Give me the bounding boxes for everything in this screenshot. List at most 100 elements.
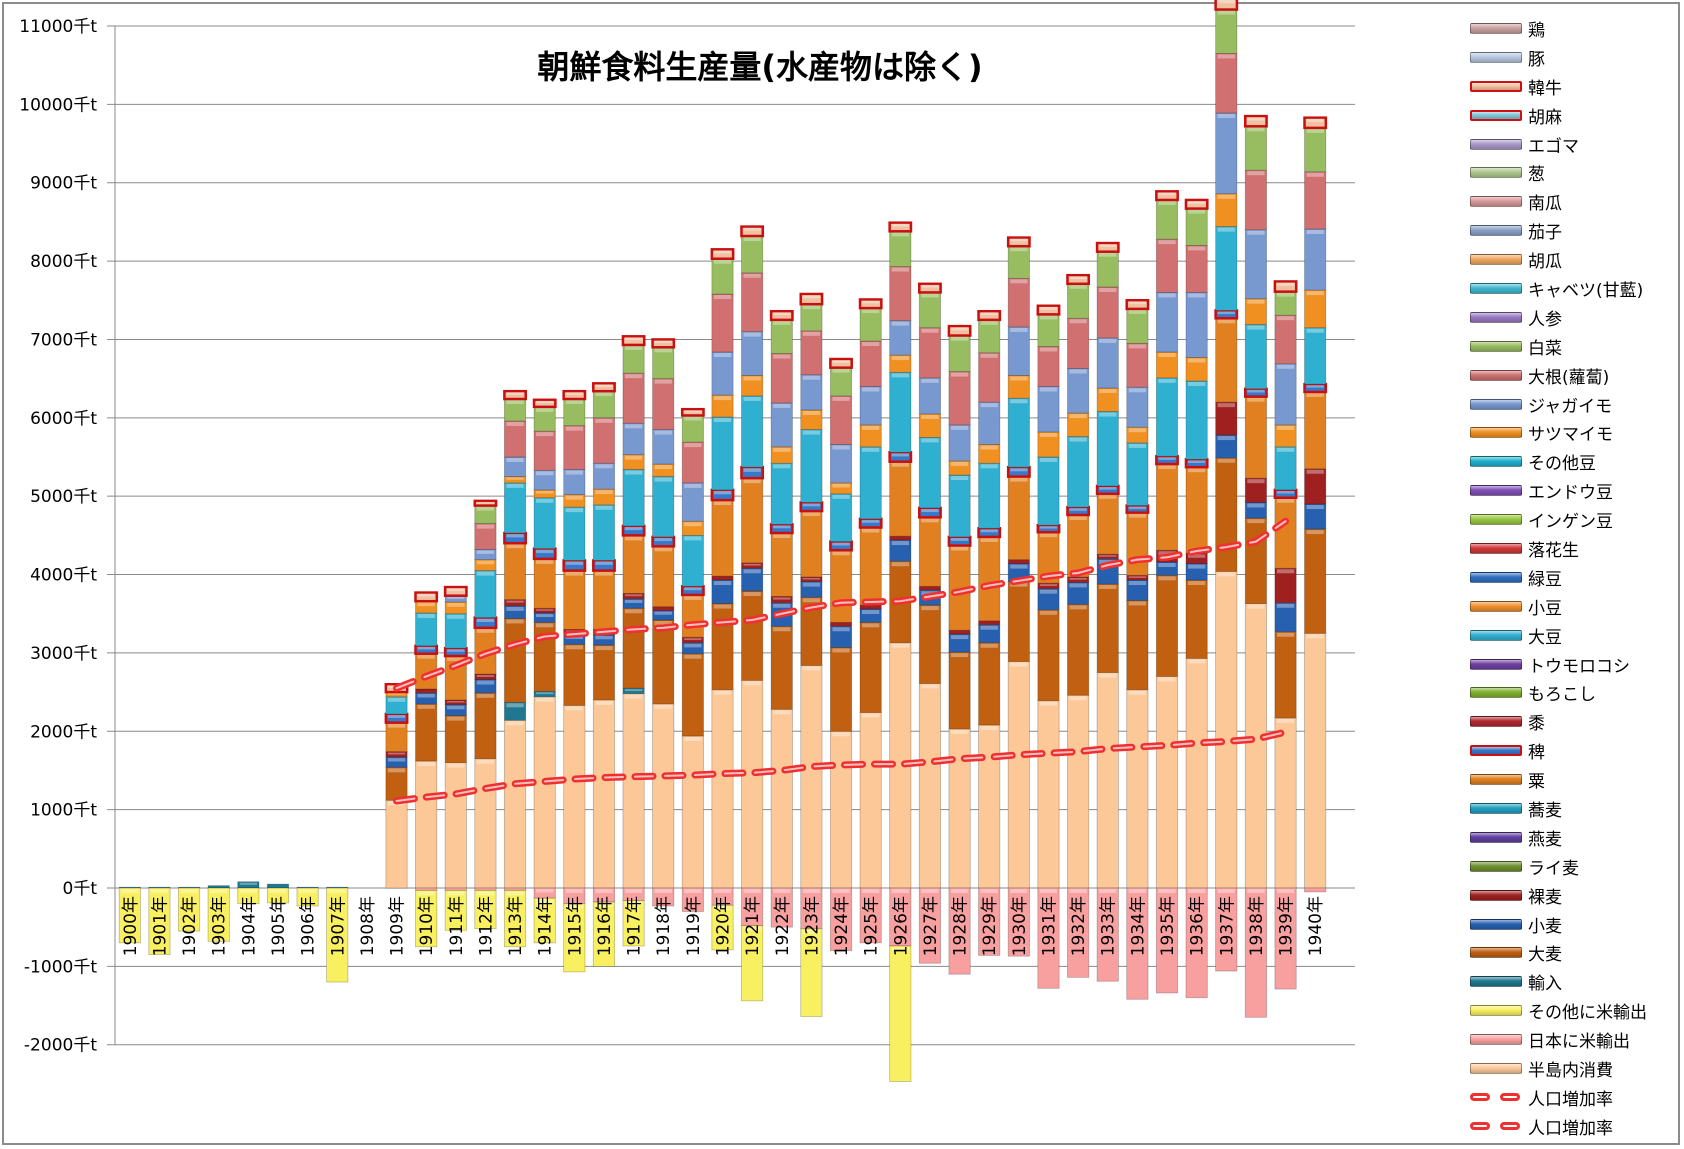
negative-bar-segment-highlight: [891, 889, 909, 893]
bar-segment-highlight: [980, 625, 998, 630]
bar-segment-highlight: [1158, 551, 1176, 556]
bar-segment-highlight: [565, 495, 583, 500]
x-tick-label: 1930年: [1010, 896, 1030, 956]
bar-segment: [681, 636, 704, 644]
bar-segment-highlight: [773, 603, 791, 608]
bar-segment: [889, 535, 912, 541]
bar-segment-highlight: [476, 501, 495, 504]
bar-segment-highlight: [565, 561, 583, 565]
bar-segment-highlight: [950, 635, 969, 640]
bar-segment: [1126, 600, 1149, 691]
bar-segment-highlight: [743, 376, 761, 381]
bar-segment: [532, 398, 557, 409]
bar-segment-highlight: [417, 693, 435, 698]
bar-segment-highlight: [1306, 118, 1324, 123]
bar-segment-highlight: [713, 352, 732, 357]
bar-segment-highlight: [1276, 632, 1295, 637]
negative-bar-segment-highlight: [1247, 889, 1265, 893]
bar-segment: [443, 585, 468, 597]
bar-segment-highlight: [417, 704, 435, 709]
negative-bar-segment: [652, 887, 675, 907]
x-tick-label: 1937年: [1217, 896, 1237, 956]
bar-segment: [563, 643, 586, 706]
legend-item: 裸麦: [1470, 881, 1680, 910]
bar-segment-highlight: [1099, 584, 1117, 589]
bar-segment: [1304, 468, 1327, 505]
negative-bar-segment-highlight: [950, 889, 969, 893]
negative-bar-segment-highlight: [476, 891, 495, 896]
bar-segment-highlight: [802, 410, 821, 415]
bar-segment: [1274, 497, 1297, 569]
bar-segment: [1126, 689, 1149, 889]
negative-bar-segment: [1067, 887, 1090, 978]
legend-label: 緑豆: [1528, 569, 1562, 590]
bar-segment: [829, 395, 853, 445]
legend-label: 鶏: [1528, 20, 1545, 41]
bar-segment-highlight: [595, 490, 613, 495]
bar-segment: [770, 708, 793, 889]
legend-swatch: [1470, 687, 1522, 699]
bar-segment-highlight: [506, 400, 524, 405]
bar-segment-highlight: [1247, 127, 1265, 132]
bar-segment-highlight: [1099, 555, 1117, 557]
bar-segment: [1185, 208, 1208, 246]
bar-segment: [978, 536, 1001, 622]
legend-item: その他豆: [1470, 447, 1680, 476]
bar-segment-highlight: [832, 368, 850, 373]
bar-segment: [918, 585, 942, 591]
bar-segment: [1037, 700, 1060, 889]
bar-segment: [1304, 391, 1327, 470]
bar-segment: [888, 221, 913, 233]
legend-item: 人口増加率: [1470, 1083, 1680, 1112]
bar-segment: [859, 340, 882, 387]
bar-segment-highlight: [921, 378, 939, 383]
bar-segment-highlight: [921, 508, 939, 513]
bar-segment: [918, 604, 942, 684]
bar-segment-highlight: [921, 293, 939, 298]
bar-segment-highlight: [773, 354, 791, 359]
bar-segment: [563, 705, 586, 889]
legend-item: その他に米輸出: [1470, 996, 1680, 1025]
bar-segment: [592, 699, 616, 889]
bar-segment-highlight: [1276, 364, 1295, 369]
legend-item: エンドウ豆: [1470, 476, 1680, 505]
bar-segment-highlight: [1128, 690, 1147, 695]
bar-segment: [652, 703, 675, 889]
bar-segment-highlight: [387, 752, 406, 755]
bar-segment-highlight: [1247, 503, 1265, 508]
bar-segment-highlight: [832, 483, 850, 488]
negative-bar-segment: [741, 925, 764, 1002]
bar-segment-highlight: [506, 458, 524, 462]
bar-segment-highlight: [684, 638, 702, 641]
bar-segment: [592, 644, 616, 701]
bar-segment: [415, 692, 438, 705]
bar-segment: [1215, 226, 1238, 311]
legend-label: 裸麦: [1528, 887, 1562, 908]
bar-segment: [474, 758, 497, 889]
bar-segment: [741, 235, 764, 274]
x-tick-label: 1911年: [447, 896, 467, 956]
bar-segment: [622, 693, 645, 889]
bar-segment-highlight: [862, 342, 880, 347]
legend-label: もろこし: [1528, 685, 1596, 706]
bar-segment: [977, 309, 1002, 322]
negative-bar-segment-highlight: [1128, 889, 1147, 893]
bar-segment-highlight: [1217, 458, 1235, 463]
bar-segment-highlight: [476, 680, 495, 685]
bar-segment: [800, 330, 823, 376]
x-tick-label: 1934年: [1128, 896, 1148, 956]
negative-bar-segment: [681, 887, 704, 912]
population-line-inner: [395, 520, 1287, 690]
bar-segment: [741, 679, 764, 889]
legend-label: ライ麦: [1528, 858, 1579, 879]
x-tick-label: 1913年: [506, 896, 526, 956]
bar-segment: [1185, 579, 1208, 659]
bar-segment-highlight: [1247, 299, 1265, 304]
bar-segment: [948, 371, 971, 426]
bar-segment-highlight: [891, 373, 909, 378]
bar-segment: [474, 692, 497, 760]
legend-item: 蕎麦: [1470, 794, 1680, 823]
bar-segment-highlight: [1276, 603, 1295, 608]
legend-swatch: [1470, 456, 1522, 468]
bar-segment-highlight: [1276, 569, 1295, 574]
